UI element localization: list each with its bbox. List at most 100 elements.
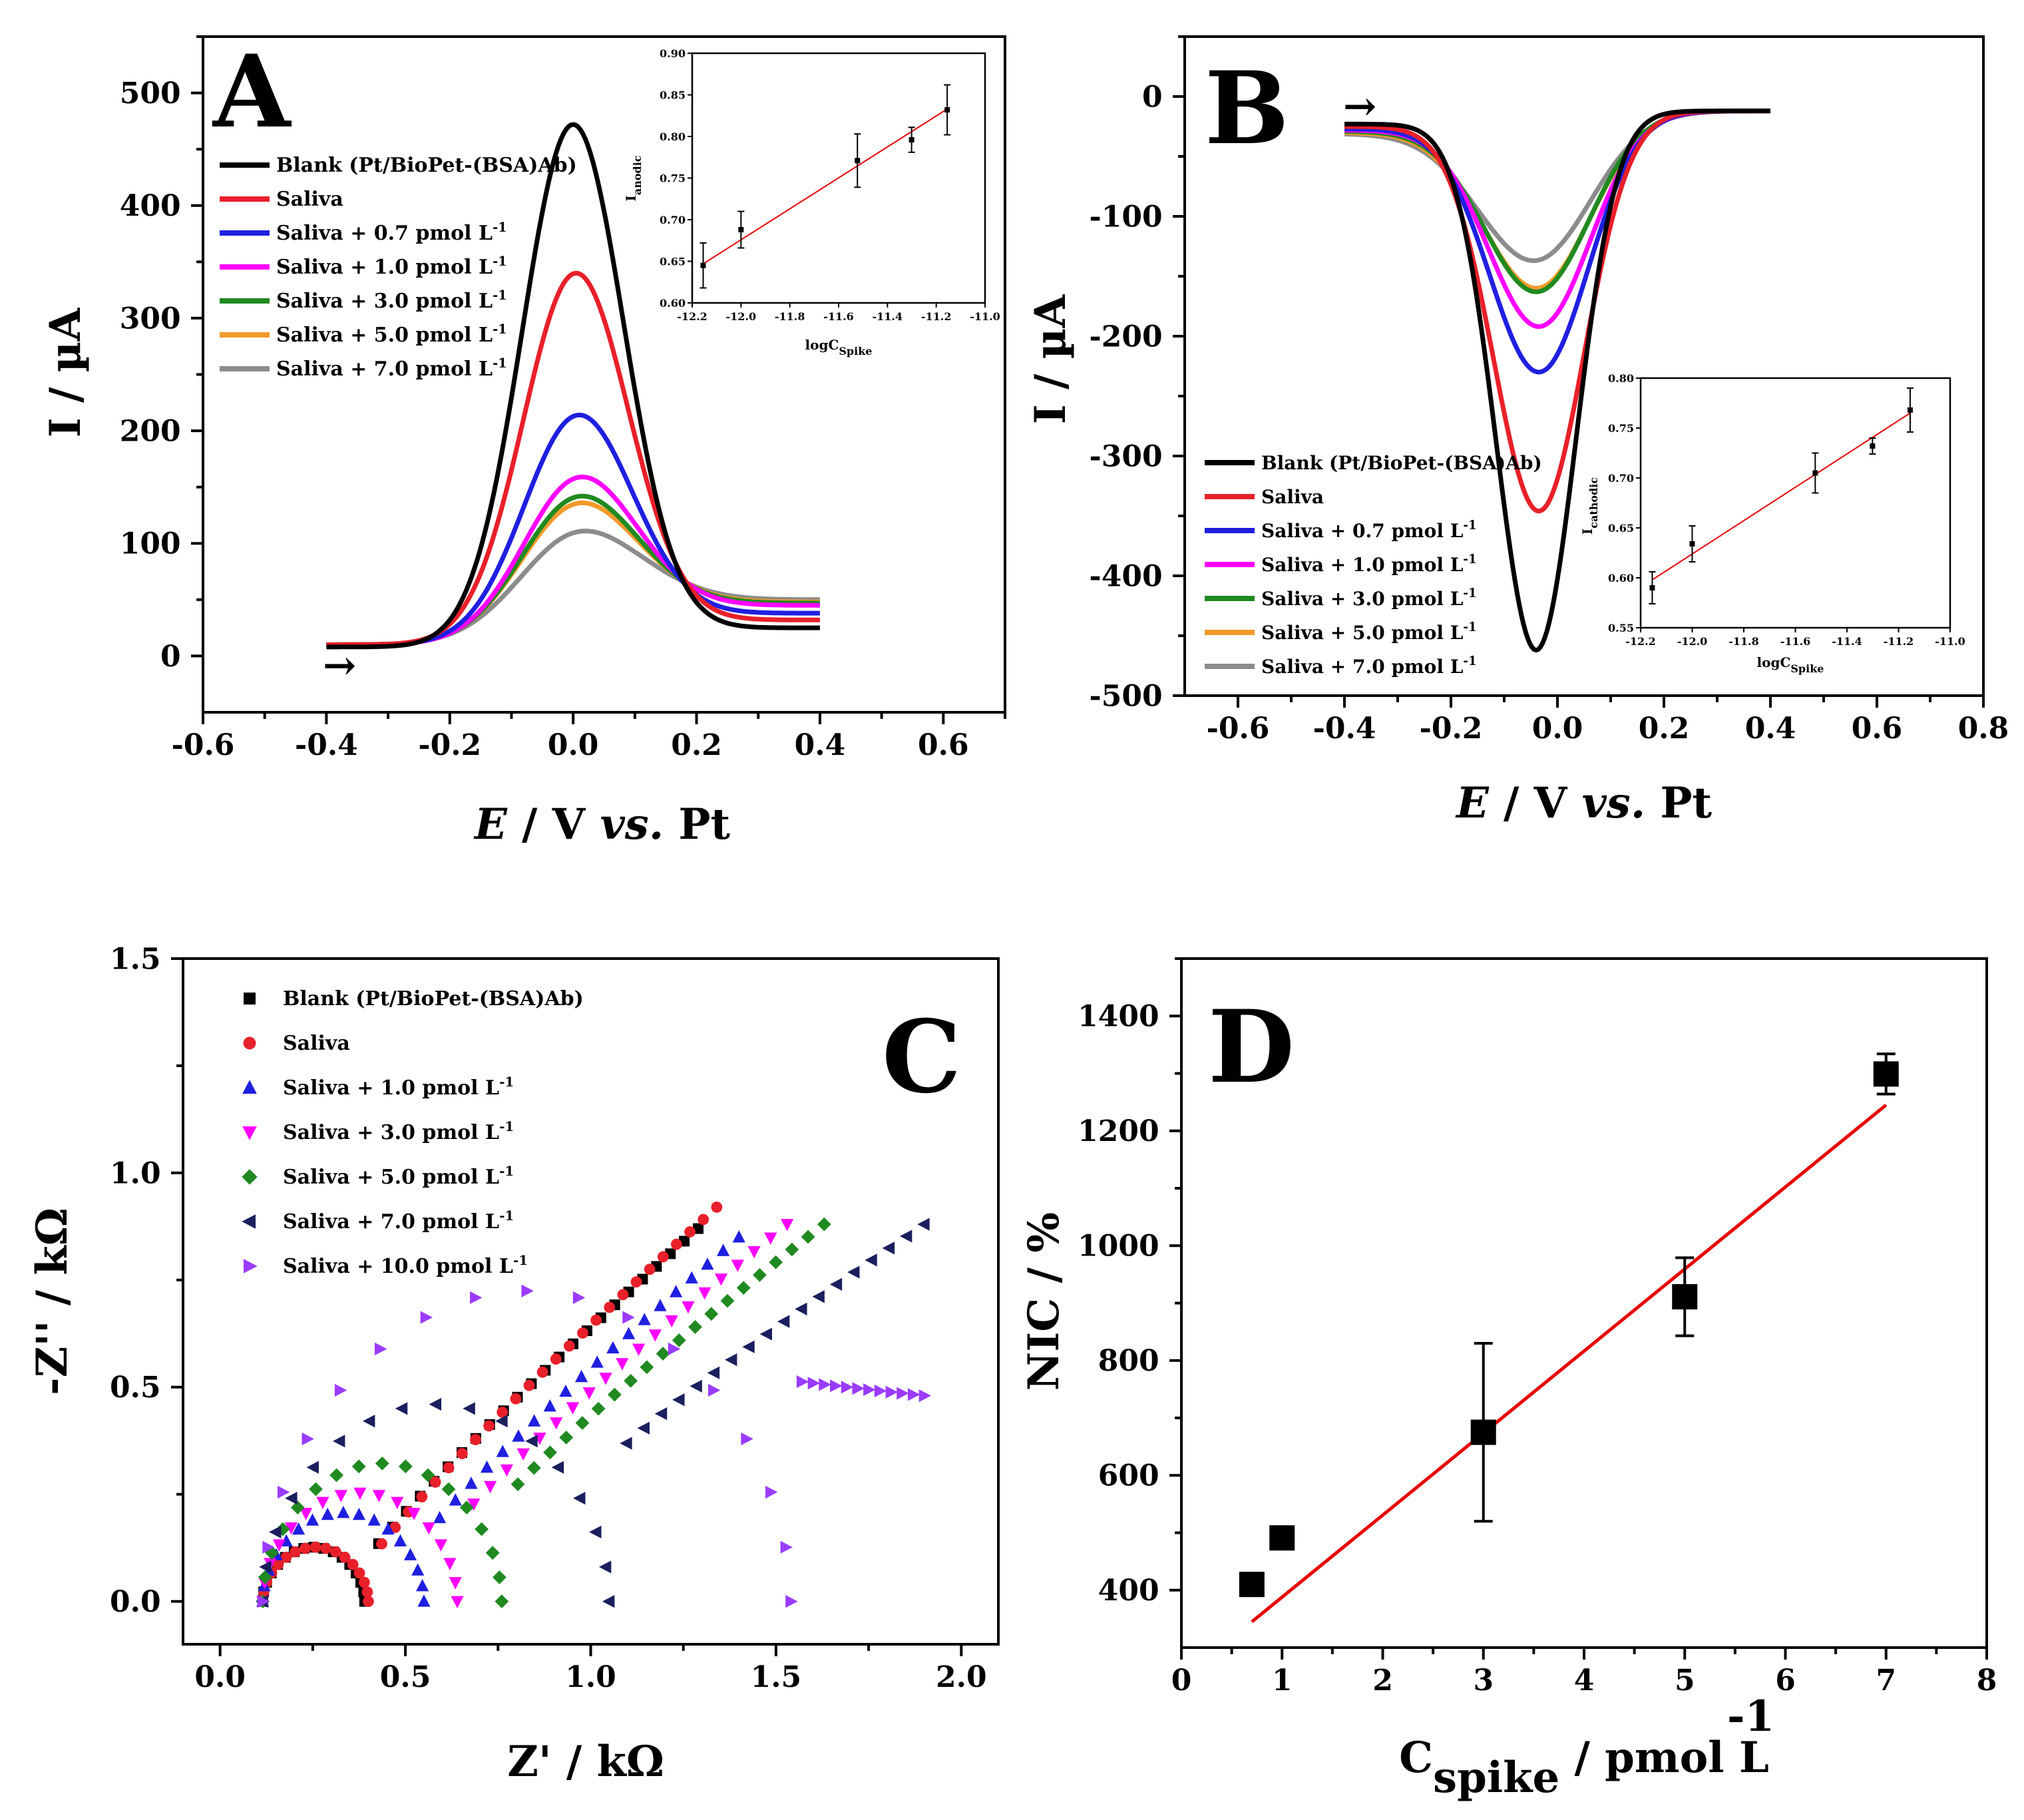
- nyquist-point: [704, 1307, 719, 1321]
- y-tick-label: 1.0: [110, 1156, 161, 1190]
- x-tick-label: -0.4: [295, 728, 358, 762]
- legend-label-superscript: -1: [493, 288, 507, 303]
- panel-c-marks: [256, 1201, 932, 1609]
- nyquist-point: [711, 1201, 723, 1213]
- nyquist-point: [637, 1421, 650, 1435]
- nyquist-point: [259, 1560, 272, 1574]
- nyquist-point: [309, 1541, 321, 1553]
- legend-label: Saliva + 10.0 pmol L-1: [283, 1252, 528, 1278]
- nyquist-point: [272, 1558, 284, 1570]
- inset-point: [1907, 407, 1913, 413]
- x-tick-label: 3: [1473, 1664, 1494, 1698]
- nyquist-point: [525, 1435, 538, 1448]
- panel-d-letter: D: [1208, 989, 1295, 1106]
- y-tick-label: 300: [120, 302, 181, 336]
- nyquist-point: [566, 1402, 580, 1415]
- nyquist-point: [495, 1594, 509, 1609]
- panel-c-legend: Blank (Pt/BioPet-(BSA)Ab) Saliva Saliva + …: [242, 987, 584, 1278]
- nyquist-point: [300, 1508, 313, 1520]
- nyquist-point: [874, 1384, 887, 1398]
- nyquist-point: [604, 1301, 616, 1313]
- nyquist-point: [339, 1552, 351, 1563]
- panel-a: -0.6 -0.4 -0.2 0.0 0.2 0.4 0.6 0 100 200 300 400 50…: [41, 33, 1006, 849]
- nyquist-point: [485, 1546, 500, 1560]
- nyquist-point: [420, 1311, 433, 1324]
- nyquist-point: [285, 1492, 298, 1505]
- x-tick-label: 0.0: [1532, 712, 1583, 746]
- y-tick-label: -200: [1089, 320, 1162, 353]
- inset-y-tick-label: 0.75: [660, 172, 686, 185]
- data-point: [1672, 1284, 1698, 1310]
- nyquist-point: [320, 1542, 331, 1554]
- nyquist-point: [785, 1242, 799, 1257]
- nyquist-point: [616, 1358, 629, 1371]
- inset-x-tick-label: -11.6: [1780, 635, 1811, 648]
- inset-point: [944, 107, 950, 113]
- nyquist-point: [559, 1384, 572, 1397]
- panel-b-legend: Blank (Pt/BioPet-(BSA)Ab) Saliva Saliva + …: [1205, 452, 1542, 678]
- panel-d-y-ticks: 400 600 800 1000 1200 1400: [1078, 957, 1181, 1608]
- nyquist-point: [852, 1382, 865, 1395]
- x-tick-label: 2: [1372, 1664, 1393, 1698]
- nyquist-point: [449, 1493, 462, 1506]
- panel-b-y-label: I / µA: [1026, 294, 1076, 424]
- nyquist-point: [684, 1226, 696, 1238]
- nyquist-point: [381, 1522, 395, 1535]
- panel-d-x-ticks: 0 1 2 3 4 5 6 7 8: [1171, 1648, 1997, 1698]
- x-tick-label: 5: [1675, 1664, 1695, 1698]
- nyquist-point: [417, 1594, 431, 1607]
- nyquist-point: [257, 1595, 270, 1608]
- x-tick-label: 8: [1977, 1664, 1997, 1698]
- legend-label: Blank (Pt/BioPet-(BSA)Ab): [276, 154, 577, 177]
- nyquist-point: [769, 1255, 783, 1269]
- nyquist-point: [467, 1498, 481, 1511]
- nyquist-point: [277, 1485, 290, 1499]
- panel-d-y-label: NIC / %: [1019, 1212, 1069, 1391]
- x-tick-label: 0.0: [194, 1660, 246, 1694]
- y-tick-label: 500: [120, 77, 181, 111]
- nyquist-point: [690, 1379, 702, 1393]
- nyquist-point: [685, 1271, 698, 1283]
- nyquist-point: [620, 1437, 632, 1450]
- panel-a-inset-x-label-sub: Spike: [839, 345, 872, 357]
- panel-b-x-label-unit: / V: [1489, 778, 1582, 828]
- data-point: [1269, 1525, 1295, 1551]
- nyquist-point: [698, 1214, 709, 1226]
- legend-label-superscript: -1: [1463, 519, 1476, 533]
- nyquist-point: [353, 1487, 367, 1500]
- nyquist-point: [725, 1353, 737, 1367]
- nyquist-point: [262, 1540, 275, 1554]
- panel-b-letter: B: [1205, 50, 1289, 167]
- nyquist-point: [907, 1388, 920, 1401]
- nyquist-point: [764, 1232, 777, 1245]
- x-tick-label: 0.2: [671, 728, 722, 762]
- nyquist-point: [306, 1461, 319, 1474]
- panel-a-inset-x-label: logCSpike: [805, 337, 873, 357]
- y-tick-label: 0.5: [110, 1371, 161, 1405]
- y-tick-label: 400: [1098, 1574, 1159, 1608]
- panel-a-inset-x-label-main: logC: [805, 337, 839, 353]
- nyquist-point: [598, 1560, 612, 1574]
- nyquist-point: [526, 1461, 541, 1475]
- nyquist-series-5: [256, 1218, 930, 1608]
- nyquist-point: [358, 1576, 370, 1588]
- nyquist-point: [795, 1302, 807, 1315]
- data-point: [1470, 1419, 1496, 1445]
- nyquist-point: [550, 1417, 563, 1430]
- panel-d-x-label-superscript: -1: [1727, 1692, 1774, 1741]
- inset-y-tick-label: 0.60: [1608, 572, 1634, 584]
- nyquist-point: [606, 1341, 620, 1354]
- nyquist-point: [543, 1445, 557, 1460]
- nyquist-point: [269, 1525, 282, 1539]
- nyquist-point: [741, 1432, 753, 1446]
- inset-point: [1812, 470, 1818, 476]
- inset-point: [1689, 541, 1695, 547]
- nyquist-point: [411, 1563, 425, 1576]
- nyquist-point: [536, 1366, 548, 1378]
- nyquist-point: [882, 1242, 895, 1255]
- nyquist-point: [280, 1552, 292, 1563]
- nyquist-point: [334, 1490, 347, 1502]
- y-tick-label: 200: [120, 414, 181, 448]
- nyquist-point: [347, 1558, 359, 1570]
